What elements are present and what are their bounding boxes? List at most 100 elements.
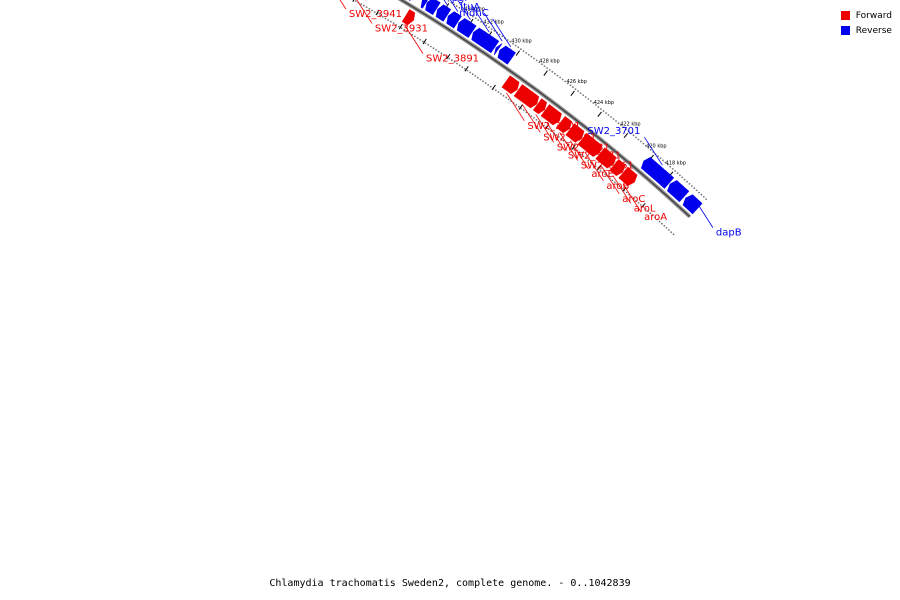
track-dot xyxy=(640,140,642,143)
track-dot xyxy=(456,62,458,65)
track-dot xyxy=(507,98,510,101)
gene-label-leader xyxy=(443,0,448,5)
track-dot xyxy=(435,49,437,51)
aroe-gene[interactable] xyxy=(565,123,585,143)
track-dot xyxy=(535,59,538,62)
gene-label[interactable]: SW2_3931 xyxy=(375,23,428,34)
track-dot xyxy=(403,28,406,31)
tick-mark xyxy=(515,50,521,56)
track-dot xyxy=(600,108,602,110)
track-dot xyxy=(411,33,414,36)
gene-label[interactable]: SW2_3701 xyxy=(587,126,640,137)
track-dot xyxy=(700,193,703,196)
track-dot xyxy=(647,146,650,149)
gene-label[interactable]: aroA xyxy=(644,212,667,223)
gene-label[interactable]: aroE xyxy=(591,169,613,180)
track-dot xyxy=(587,159,590,162)
gene-label[interactable]: mdhC xyxy=(459,8,488,19)
track-dot xyxy=(527,53,530,56)
gene-label[interactable]: aroB xyxy=(606,181,629,192)
gene-label[interactable]: SW2_3761 xyxy=(581,161,634,172)
track-dot xyxy=(487,84,489,86)
phnp-gene[interactable] xyxy=(446,11,462,29)
gene-label[interactable]: SW2_3891 xyxy=(426,54,479,65)
arol-gene[interactable] xyxy=(609,159,626,176)
track-dot xyxy=(395,24,398,26)
sw2_3791-gene[interactable] xyxy=(513,84,540,109)
track-dot xyxy=(551,70,554,73)
mdhc-gene[interactable] xyxy=(497,45,516,65)
sw2_3901-gene[interactable] xyxy=(390,0,417,1)
track-dot xyxy=(557,136,560,138)
artj-gene[interactable] xyxy=(435,4,452,22)
track-dot xyxy=(556,74,559,77)
track-dot xyxy=(419,38,422,41)
dapb-gene[interactable] xyxy=(682,194,703,215)
sw2_3761-gene[interactable] xyxy=(556,116,573,134)
gene-label[interactable]: dapB xyxy=(716,228,742,239)
sw2_3771-gene[interactable] xyxy=(540,104,562,126)
track-dot xyxy=(458,6,461,9)
tick-mark-inner xyxy=(596,165,602,171)
gene-label[interactable]: ltuA xyxy=(460,2,480,13)
track-dot xyxy=(479,78,482,81)
track-dot xyxy=(605,112,607,114)
arog-gene[interactable] xyxy=(425,0,441,16)
aroa-gene[interactable] xyxy=(618,166,638,186)
gene-label-leader xyxy=(470,3,490,33)
track-dot xyxy=(414,35,416,38)
track-dot xyxy=(514,44,517,47)
track-dot xyxy=(672,233,675,236)
track-dot xyxy=(601,171,604,174)
track-dot xyxy=(548,128,550,131)
track-dot xyxy=(657,155,659,158)
ltua-gene[interactable] xyxy=(493,43,503,56)
track-dot xyxy=(546,67,548,69)
aroc-gene[interactable] xyxy=(595,147,617,169)
tick-label: 424 kbp xyxy=(594,100,614,106)
tick-label: 430 kbp xyxy=(511,39,531,45)
track-dot xyxy=(432,47,435,50)
track-dot xyxy=(670,231,673,234)
track-dot xyxy=(474,75,477,77)
track-dot xyxy=(371,9,373,12)
track-dot xyxy=(658,220,661,223)
sw2_3801-gene[interactable] xyxy=(501,75,520,94)
track-dot xyxy=(635,199,638,202)
gene-label[interactable]: SW2_3771 xyxy=(568,151,621,162)
track-dot xyxy=(554,72,556,75)
sw2_3781-gene[interactable] xyxy=(532,98,548,115)
sw2_3891-gene[interactable] xyxy=(401,9,416,26)
sw2_3701-gene[interactable] xyxy=(640,157,675,189)
outer-dot-track xyxy=(445,0,707,201)
gene-label[interactable]: SW2_3781 xyxy=(557,142,610,153)
tick-label: 418 kbp xyxy=(666,160,686,166)
gene-label[interactable]: SW2_3941 xyxy=(349,9,402,20)
track-dot xyxy=(597,106,600,108)
pgi-gene[interactable] xyxy=(471,27,500,54)
track-dot xyxy=(515,104,518,106)
track-dot xyxy=(630,132,632,135)
gene-label[interactable]: aroL xyxy=(634,203,656,214)
sw2_3881-gene[interactable] xyxy=(420,0,430,9)
tick-label: 420 kbp xyxy=(646,143,666,149)
sw2_3841-gene[interactable] xyxy=(456,18,477,38)
track-dot xyxy=(455,5,458,7)
gene-label[interactable]: SW2_3791 xyxy=(543,132,596,143)
track-dot xyxy=(587,98,590,100)
tick-mark-inner xyxy=(352,0,355,2)
track-dot xyxy=(686,180,688,183)
track-dot xyxy=(659,157,662,160)
track-dot xyxy=(649,212,652,215)
gene-label-leader xyxy=(600,165,620,195)
track-dot xyxy=(651,214,654,217)
track-dot xyxy=(525,52,528,54)
unlabeled-gene[interactable] xyxy=(667,180,690,203)
arob-gene[interactable] xyxy=(577,132,603,157)
gene-label-leader xyxy=(559,132,579,161)
track-dot xyxy=(688,183,691,185)
track-dot xyxy=(354,0,357,2)
gene-label[interactable]: aroC xyxy=(622,194,645,205)
gene-label[interactable]: SW2_3801 xyxy=(527,121,580,132)
